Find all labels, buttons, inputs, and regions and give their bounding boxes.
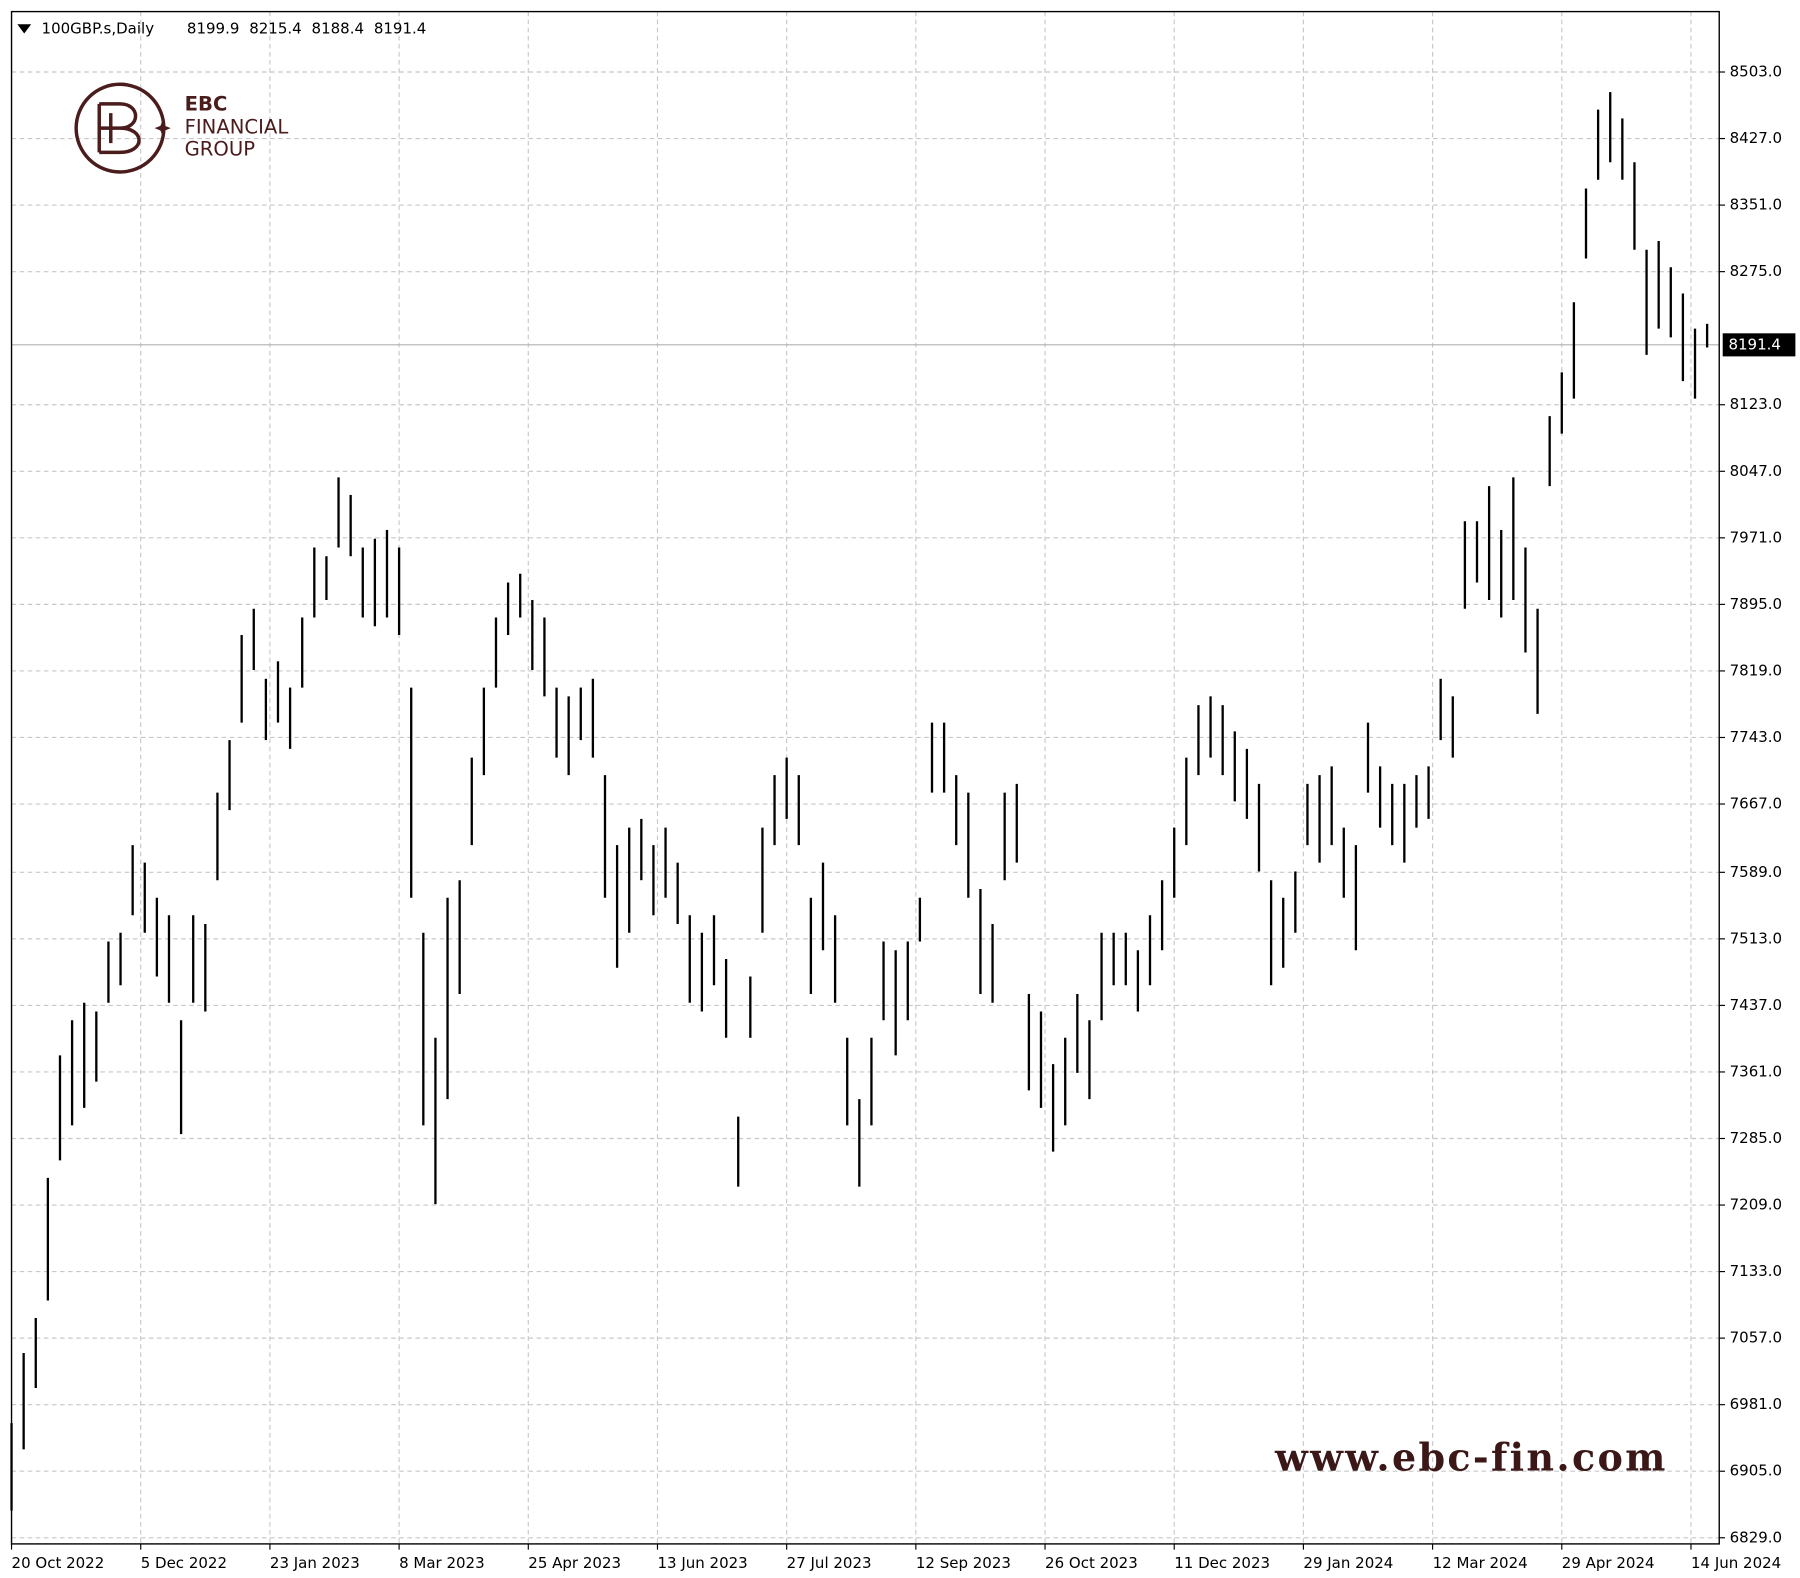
x-tick-label: 8 Mar 2023 [399,1554,485,1572]
logo-star [154,120,171,137]
logo: EBC FINANCIAL GROUP [74,82,289,174]
y-tick-label: 7285.0 [1730,1129,1783,1147]
y-tick-label: 8503.0 [1730,63,1783,81]
x-tick-label: 29 Jan 2024 [1303,1554,1393,1572]
x-tick-label: 5 Dec 2022 [141,1554,227,1572]
y-tick-label: 7971.0 [1730,528,1783,546]
logo-brand: EBC [185,93,228,116]
logo-line2: GROUP [185,138,256,161]
y-tick-label: 7819.0 [1730,661,1783,679]
y-tick-label: 7743.0 [1730,728,1783,746]
y-tick-label: 7133.0 [1730,1262,1783,1280]
x-tick-label: 12 Mar 2024 [1433,1554,1528,1572]
symbol: 100GBP.s,Daily [42,19,155,37]
x-tick-label: 26 Oct 2023 [1045,1554,1138,1572]
x-tick-label: 25 Apr 2023 [528,1554,621,1572]
x-tick-label: 23 Jan 2023 [270,1554,360,1572]
plot-frame [10,10,1720,1545]
y-tick-label: 7513.0 [1730,929,1783,947]
x-tick-label: 29 Apr 2024 [1562,1554,1655,1572]
x-tick-label: 14 Jun 2024 [1691,1554,1781,1572]
y-tick-label: 7437.0 [1730,996,1783,1014]
y-tick-label: 7361.0 [1730,1062,1783,1080]
y-tick-label: 7209.0 [1730,1196,1783,1214]
header-open: 8199.9 [187,19,240,37]
y-tick-label: 8351.0 [1730,196,1783,214]
y-tick-label: 6905.0 [1730,1462,1783,1480]
last-price-label: 8191.4 [1728,335,1781,353]
y-tick-label: 8047.0 [1730,462,1783,480]
y-tick-label: 6981.0 [1730,1395,1783,1413]
y-tick-label: 8123.0 [1730,395,1783,413]
logo-mark [97,102,141,155]
y-tick-label: 8427.0 [1730,129,1783,147]
last-price-box [1722,333,1796,357]
header-high: 8215.4 [249,19,302,37]
y-tick-label: 7895.0 [1730,595,1783,613]
x-tick-label: 27 Jul 2023 [787,1554,872,1572]
x-tick-label: 13 Jun 2023 [657,1554,747,1572]
y-tick-label: 6829.0 [1730,1528,1783,1546]
watermark: www.ebc-fin.com [1274,1434,1668,1479]
menu-arrow[interactable] [17,24,32,34]
header-close: 8191.4 [374,19,427,37]
y-tick-label: 8275.0 [1730,262,1783,280]
x-tick-label: 11 Dec 2023 [1174,1554,1270,1572]
bars [10,92,1709,1511]
logo-line1: FINANCIAL [185,116,289,139]
x-tick-label: 12 Sep 2023 [916,1554,1011,1572]
header-low: 8188.4 [312,19,365,37]
grid [10,11,1720,1544]
y-tick-label: 7667.0 [1730,795,1783,813]
x-tick-label: 20 Oct 2022 [12,1554,105,1572]
y-tick-label: 7589.0 [1730,863,1783,881]
y-tick-label: 7057.0 [1730,1329,1783,1347]
